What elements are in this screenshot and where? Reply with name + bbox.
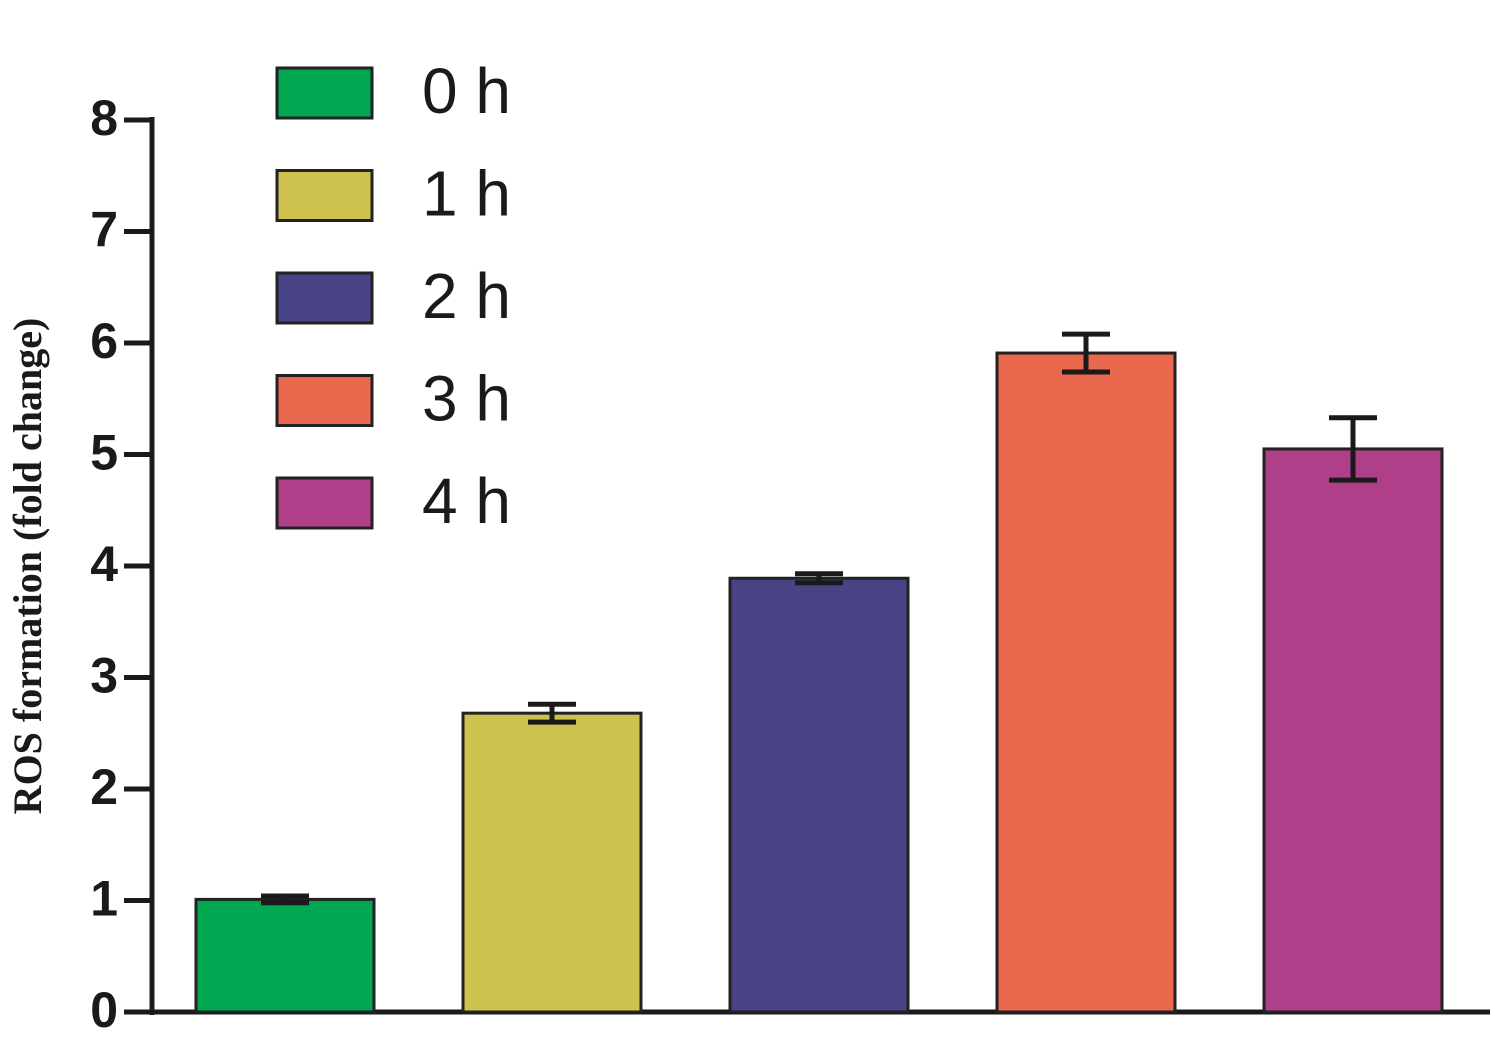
y-tick-label: 8	[90, 90, 118, 146]
legend-swatch	[275, 476, 374, 530]
legend-swatch	[275, 271, 374, 325]
error-bar	[261, 893, 309, 906]
bar	[194, 897, 376, 1014]
legend-swatch	[275, 374, 374, 427]
y-tick-label: 3	[90, 648, 118, 704]
legend-swatch	[275, 169, 374, 222]
y-tick-label: 2	[90, 759, 118, 815]
bar	[461, 711, 643, 1014]
y-tick-label: 4	[90, 536, 118, 592]
legend-swatch	[275, 66, 374, 120]
legend-label: 2 h	[422, 260, 511, 332]
y-tick-label: 6	[90, 313, 118, 369]
error-bar	[1062, 331, 1110, 375]
error-bar	[1329, 415, 1377, 483]
y-tick-label: 0	[90, 982, 118, 1038]
legend-label: 3 h	[422, 362, 511, 434]
legend-label: 0 h	[422, 55, 511, 127]
legend-label: 4 h	[422, 465, 511, 537]
error-bar	[795, 571, 843, 586]
y-axis-label: ROS formation (fold change)	[5, 318, 50, 815]
bar	[1262, 447, 1444, 1014]
bar	[728, 576, 910, 1014]
error-bar	[528, 701, 576, 725]
y-tick-label: 1	[90, 871, 118, 927]
bar	[995, 351, 1177, 1014]
legend-label: 1 h	[422, 157, 511, 229]
y-tick-label: 7	[90, 202, 118, 258]
y-tick-label: 5	[90, 425, 118, 481]
